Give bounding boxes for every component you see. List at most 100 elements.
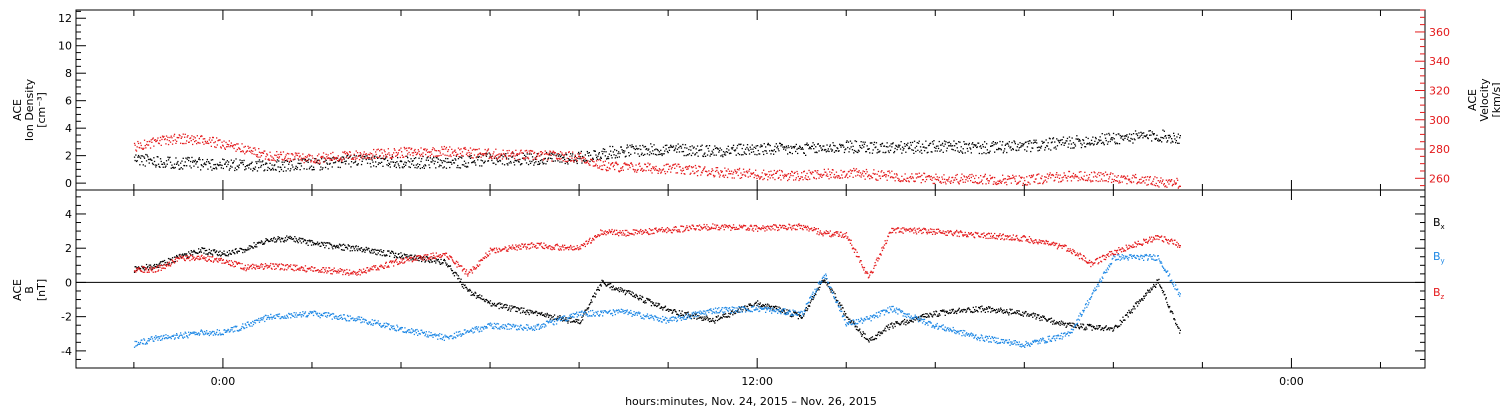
- ion-density-series-point: [281, 161, 283, 163]
- ion-density-series-point: [204, 162, 206, 164]
- ion-density-series-point: [272, 169, 275, 171]
- bx-series-point: [176, 255, 178, 258]
- ion-density-series-point: [744, 148, 747, 150]
- ion-density-series-point: [886, 142, 888, 144]
- by-series-point: [202, 333, 204, 335]
- velocity-series-point: [796, 170, 798, 173]
- ytick-label-top-right: 280: [1429, 143, 1450, 156]
- bx-series-point: [488, 301, 490, 303]
- ion-density-series-point: [1022, 145, 1024, 147]
- bx-series-point: [471, 294, 474, 296]
- velocity-series-point: [343, 152, 345, 154]
- velocity-series-point: [289, 158, 291, 160]
- velocity-series-point: [1136, 183, 1138, 185]
- ion-density-series-point: [437, 158, 439, 160]
- bx-series-point: [133, 271, 136, 273]
- velocity-series-point: [759, 178, 761, 180]
- velocity-series-point: [270, 155, 272, 157]
- bx-series-point: [481, 298, 484, 301]
- velocity-series-point: [441, 146, 443, 148]
- bx-series-point: [919, 315, 922, 317]
- ion-density-series-point: [845, 141, 848, 143]
- velocity-series-point: [580, 152, 582, 154]
- velocity-series-point: [156, 139, 158, 141]
- velocity-series-point: [703, 167, 705, 169]
- velocity-series-point: [676, 165, 678, 167]
- velocity-series-point: [412, 154, 414, 157]
- ion-density-series-point: [585, 160, 587, 162]
- velocity-series-point: [909, 176, 911, 179]
- velocity-series-point: [207, 142, 209, 144]
- bx-series-point: [892, 327, 894, 329]
- velocity-series-point: [1089, 179, 1091, 181]
- velocity-series-point: [646, 166, 648, 168]
- velocity-series-point: [780, 179, 782, 181]
- bx-series-point: [1031, 313, 1033, 315]
- bx-series-point: [1105, 325, 1107, 327]
- ion-density-series-point: [392, 161, 394, 163]
- ion-density-series-point: [668, 149, 671, 151]
- velocity-series-point: [1146, 184, 1148, 186]
- velocity-series-point: [151, 138, 154, 140]
- ion-density-series-point: [376, 156, 378, 158]
- velocity-series-point: [371, 153, 373, 155]
- bx-series-point: [421, 257, 423, 259]
- velocity-series-point: [806, 172, 808, 175]
- velocity-series-point: [137, 140, 139, 143]
- ion-density-series-point: [690, 149, 692, 151]
- ion-density-series-point: [1120, 137, 1122, 139]
- by-series-point: [198, 334, 200, 336]
- velocity-series-point: [475, 148, 477, 151]
- bx-series-point: [1018, 313, 1020, 315]
- bx-series-point: [1011, 308, 1013, 311]
- ion-density-series-point: [355, 155, 357, 157]
- ion-density-series-point: [601, 150, 603, 153]
- velocity-series-point: [471, 149, 474, 151]
- velocity-series-point: [1102, 180, 1104, 182]
- ion-density-series-point: [678, 147, 680, 149]
- ion-density-series-point: [397, 157, 399, 159]
- by-series-point: [187, 337, 189, 339]
- ion-density-series-point: [437, 161, 439, 163]
- velocity-series-point: [1044, 179, 1047, 181]
- bx-series-point: [1153, 285, 1155, 287]
- ion-density-series-point: [1175, 140, 1177, 142]
- ion-density-series-point: [507, 164, 509, 166]
- ion-density-series-point: [432, 160, 434, 162]
- velocity-series-point: [296, 152, 298, 154]
- velocity-series-point: [839, 177, 842, 179]
- bx-series-point: [759, 302, 761, 304]
- bx-series-point: [481, 295, 483, 297]
- bx-series-point: [614, 288, 616, 290]
- bx-series-point: [290, 236, 293, 239]
- bx-series-point: [342, 243, 345, 245]
- bx-series-point: [569, 317, 571, 320]
- bx-series-point: [726, 316, 729, 318]
- bx-series-point: [145, 263, 148, 266]
- ion-density-series-point: [863, 146, 865, 148]
- ion-density-series-point: [1008, 141, 1010, 143]
- ion-density-series-point: [1041, 140, 1043, 142]
- velocity-series-point: [1032, 174, 1035, 176]
- ion-density-series-point: [326, 163, 329, 165]
- bx-series-point: [207, 253, 209, 256]
- velocity-series-point: [316, 155, 319, 157]
- velocity-series-point: [989, 174, 991, 177]
- bx-series-point: [365, 246, 367, 249]
- bx-series-point: [1113, 327, 1115, 329]
- bx-series-point: [332, 245, 335, 247]
- ion-density-series-point: [321, 168, 323, 171]
- velocity-series-point: [797, 173, 799, 175]
- bx-series-point: [885, 325, 888, 327]
- ion-density-series-point: [602, 153, 604, 155]
- velocity-series-point: [377, 156, 379, 158]
- bx-series-point: [212, 249, 214, 251]
- ion-density-series-point: [519, 164, 522, 166]
- velocity-series-point: [228, 140, 230, 142]
- ion-density-series-point: [989, 150, 991, 152]
- velocity-series-point: [392, 156, 394, 158]
- bx-series-point: [839, 304, 842, 306]
- bx-series-point: [666, 309, 668, 311]
- velocity-series-point: [696, 175, 699, 177]
- ion-density-series-point: [139, 157, 142, 159]
